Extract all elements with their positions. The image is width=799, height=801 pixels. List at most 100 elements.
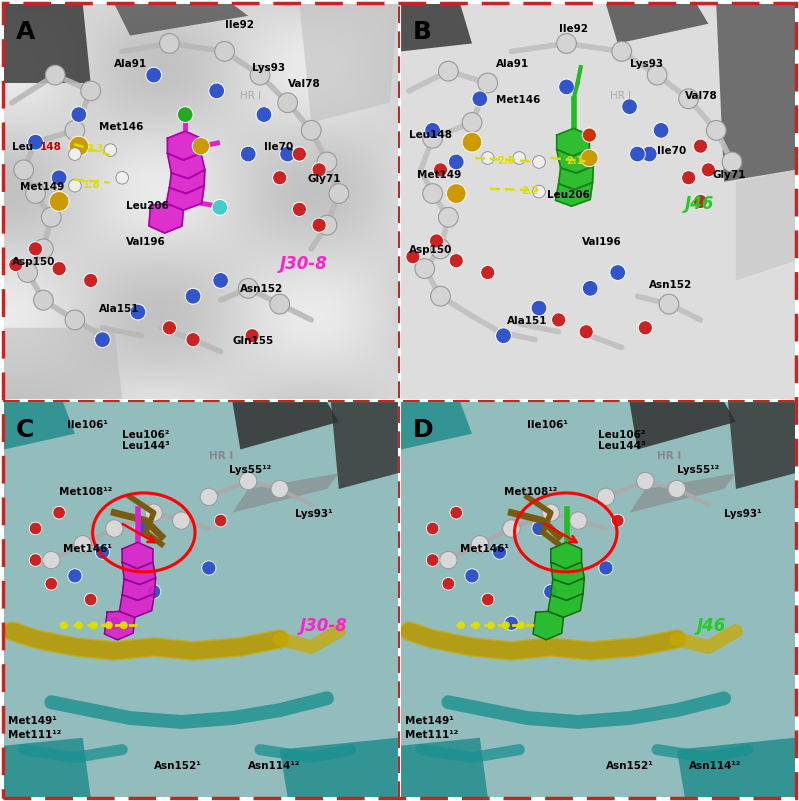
Text: 1.8: 1.8: [83, 179, 100, 190]
Circle shape: [105, 622, 113, 629]
Text: Asn114¹²: Asn114¹²: [248, 762, 300, 771]
Text: Met149: Met149: [417, 170, 461, 179]
Circle shape: [18, 263, 38, 283]
Circle shape: [193, 138, 209, 155]
Circle shape: [30, 553, 42, 566]
Text: Met146: Met146: [495, 95, 540, 105]
Circle shape: [329, 183, 348, 203]
Circle shape: [185, 288, 201, 304]
Polygon shape: [280, 738, 398, 797]
Polygon shape: [401, 4, 472, 51]
Circle shape: [637, 473, 654, 489]
Text: Ala151: Ala151: [507, 316, 548, 326]
Circle shape: [694, 139, 708, 153]
Circle shape: [65, 120, 85, 140]
Text: Lys93: Lys93: [630, 59, 662, 69]
Polygon shape: [168, 131, 201, 160]
Circle shape: [439, 207, 458, 227]
Circle shape: [559, 79, 574, 95]
Circle shape: [431, 239, 451, 259]
Circle shape: [638, 320, 653, 335]
Circle shape: [542, 504, 559, 521]
Circle shape: [107, 616, 121, 630]
Circle shape: [201, 488, 217, 505]
Text: Leu206: Leu206: [126, 201, 169, 211]
Text: A: A: [16, 20, 35, 44]
Circle shape: [9, 258, 23, 272]
Text: Ala91: Ala91: [114, 59, 147, 69]
Polygon shape: [114, 4, 248, 35]
Polygon shape: [555, 183, 593, 206]
Circle shape: [312, 218, 326, 232]
Text: Gly71: Gly71: [308, 174, 341, 183]
Circle shape: [504, 616, 519, 630]
Polygon shape: [551, 562, 584, 585]
Circle shape: [482, 151, 494, 164]
Circle shape: [272, 171, 287, 185]
Circle shape: [682, 171, 696, 185]
Text: 2.0: 2.0: [498, 156, 515, 166]
Circle shape: [69, 147, 81, 160]
Text: Met108¹²: Met108¹²: [503, 487, 557, 497]
Polygon shape: [4, 328, 122, 399]
Circle shape: [531, 300, 547, 316]
Circle shape: [120, 622, 128, 629]
Text: Met111¹²: Met111¹²: [8, 730, 62, 740]
Circle shape: [317, 215, 337, 235]
Circle shape: [415, 259, 435, 279]
Text: Leu: Leu: [12, 142, 33, 152]
Circle shape: [84, 273, 97, 288]
Text: Lys93: Lys93: [252, 63, 285, 73]
Text: Met146¹: Met146¹: [460, 544, 509, 554]
Circle shape: [551, 313, 566, 327]
Circle shape: [517, 622, 525, 629]
Circle shape: [278, 93, 297, 113]
Text: Val196: Val196: [126, 237, 166, 247]
Circle shape: [53, 506, 66, 519]
Circle shape: [201, 561, 216, 575]
Circle shape: [250, 65, 270, 85]
Polygon shape: [4, 4, 90, 83]
Polygon shape: [548, 594, 583, 618]
Polygon shape: [630, 402, 736, 449]
Circle shape: [292, 147, 307, 161]
Circle shape: [42, 207, 61, 227]
Text: J46: J46: [697, 617, 726, 635]
Circle shape: [503, 520, 520, 537]
Text: Leu106²: Leu106²: [122, 429, 169, 440]
Polygon shape: [630, 473, 736, 513]
Circle shape: [245, 328, 259, 343]
Circle shape: [471, 536, 488, 553]
Text: Gly71: Gly71: [712, 170, 745, 179]
Circle shape: [579, 324, 594, 339]
Text: J30-8: J30-8: [280, 255, 328, 272]
Circle shape: [94, 332, 110, 348]
Circle shape: [702, 163, 715, 177]
Circle shape: [271, 481, 288, 497]
Circle shape: [487, 622, 495, 629]
Circle shape: [89, 622, 97, 629]
Text: Lys55¹²: Lys55¹²: [677, 465, 719, 475]
Circle shape: [71, 107, 87, 123]
Text: Ile92: Ile92: [225, 20, 253, 30]
Text: Met149¹: Met149¹: [8, 716, 57, 726]
Text: Val78: Val78: [288, 79, 320, 89]
Circle shape: [280, 146, 296, 162]
Circle shape: [472, 91, 487, 107]
Text: Met149¹: Met149¹: [405, 716, 454, 726]
Circle shape: [425, 123, 440, 139]
Circle shape: [69, 136, 89, 156]
Text: Lys93¹: Lys93¹: [724, 509, 761, 518]
Text: 2.2: 2.2: [521, 186, 539, 195]
Circle shape: [116, 171, 129, 184]
Circle shape: [611, 514, 624, 527]
Circle shape: [301, 120, 321, 140]
Circle shape: [406, 250, 420, 264]
Text: Val78: Val78: [685, 91, 718, 101]
Circle shape: [423, 128, 443, 148]
Circle shape: [532, 521, 546, 536]
Circle shape: [533, 185, 545, 198]
Polygon shape: [122, 562, 156, 585]
Circle shape: [654, 123, 669, 139]
Text: Leu144³: Leu144³: [598, 441, 646, 452]
